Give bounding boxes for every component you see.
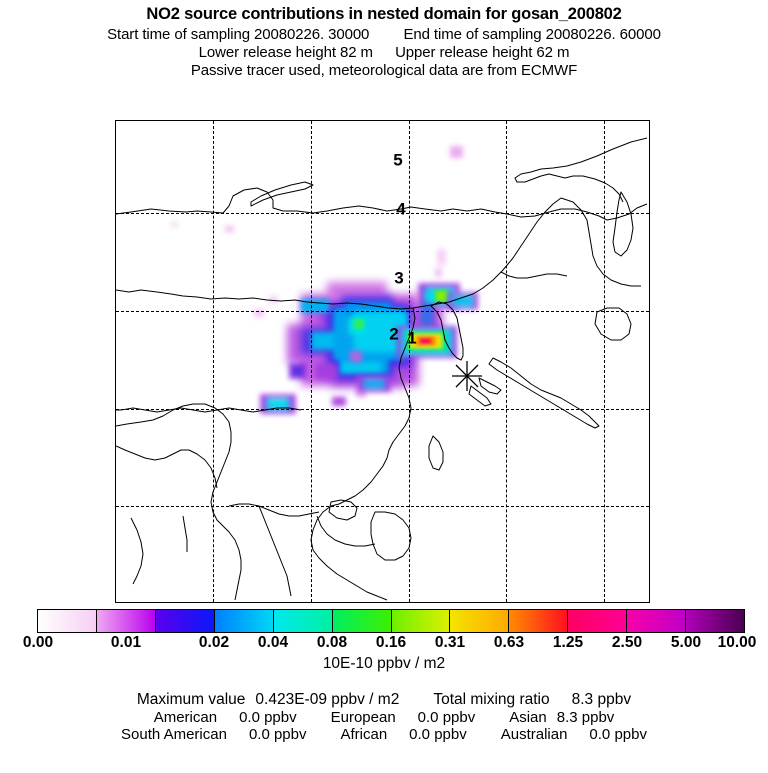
- lower-release-height-label: Lower release height 82 m: [198, 44, 373, 61]
- stats-row-max: Maximum value 0.423E-09 ppbv / m2 Total …: [0, 691, 768, 709]
- colorbar-segment: [686, 610, 745, 632]
- release-height-line: Lower release height 82 m Upper release …: [0, 44, 768, 61]
- region-label-african: African: [340, 726, 388, 743]
- gridline-vertical: [506, 121, 507, 602]
- gridline-horizontal: [116, 213, 649, 214]
- region-label-european: European: [330, 709, 396, 726]
- max-value: 0.423E-09 ppbv / m2: [255, 691, 400, 708]
- colorbar-segment: [568, 610, 628, 632]
- colorbar-tick: 0.01: [110, 634, 142, 651]
- colorbar-segment: [214, 610, 274, 632]
- trajectory-label-4: 4: [396, 199, 406, 219]
- total-mixing-ratio-value: 8.3 ppbv: [571, 691, 632, 708]
- receptor-marker-asterisk: [452, 361, 482, 391]
- coastline-overlay: [116, 137, 648, 601]
- gridline-vertical: [409, 121, 410, 602]
- colorbar-tick: 0.08: [316, 634, 348, 651]
- colorbar-tick: 2.50: [611, 634, 643, 651]
- trajectory-label-2: 2: [389, 324, 399, 344]
- colorbar-tick: 5.00: [670, 634, 702, 651]
- gridline-horizontal: [116, 311, 649, 312]
- start-time-label: Start time of sampling 20080226. 30000: [107, 26, 370, 43]
- colorbar-segment: [391, 610, 451, 632]
- page-title: NO2 source contributions in nested domai…: [146, 5, 622, 23]
- colorbar-tick: 10.00: [717, 634, 757, 651]
- max-value-label: Maximum value: [136, 691, 246, 708]
- colorbar-segment: [509, 610, 569, 632]
- stats-row-regions-2: South American 0.0 ppbv African 0.0 ppbv…: [0, 726, 768, 743]
- colorbar-segment: [38, 610, 97, 632]
- gridline-horizontal: [116, 506, 649, 507]
- colorbar-segment: [273, 610, 333, 632]
- trajectory-label-5: 5: [393, 150, 403, 170]
- gridline-vertical: [604, 121, 605, 602]
- region-value-european: 0.0 ppbv: [417, 709, 476, 726]
- region-value-south-american: 0.0 ppbv: [248, 726, 307, 743]
- upper-release-height-label: Upper release height 62 m: [395, 44, 570, 61]
- colorbar-tick: 0.00: [22, 634, 54, 651]
- region-label-asian: Asian: [509, 709, 547, 726]
- region-label-australian: Australian: [500, 726, 568, 743]
- end-time-label: End time of sampling 20080226. 60000: [403, 26, 661, 43]
- gridline-vertical: [213, 121, 214, 602]
- region-value-african: 0.0 ppbv: [409, 726, 467, 743]
- statistics-block: Maximum value 0.423E-09 ppbv / m2 Total …: [0, 691, 768, 743]
- concentration-field: [171, 146, 478, 414]
- region-value-asian: 8.3 ppbv: [556, 709, 615, 726]
- sampling-time-line: Start time of sampling 20080226. 30000 E…: [0, 26, 768, 43]
- colorbar: [37, 609, 745, 633]
- colorbar-segment: [155, 610, 215, 632]
- colorbar-tick: 0.63: [493, 634, 525, 651]
- colorbar-segment: [332, 610, 392, 632]
- trajectory-label-3: 3: [394, 268, 404, 288]
- map-clip: 5 4 3 2 1: [116, 121, 649, 602]
- colorbar-tick: 0.31: [434, 634, 466, 651]
- colorbar-tick: 0.04: [257, 634, 289, 651]
- colorbar-tick: 0.02: [198, 634, 230, 651]
- stats-row-regions-1: American 0.0 ppbv European 0.0 ppbv Asia…: [0, 709, 768, 726]
- colorbar-segment: [627, 610, 687, 632]
- colorbar-axis-label: 10E-10 ppbv / m2: [322, 655, 446, 672]
- gridline-vertical: [311, 121, 312, 602]
- trajectory-label-1: 1: [407, 328, 417, 348]
- colorbar-tick-labels: 0.00 0.01 0.02 0.04 0.08 0.16 0.31 0.63 …: [0, 634, 768, 654]
- colorbar-tick: 1.25: [552, 634, 584, 651]
- region-label-american: American: [153, 709, 218, 726]
- map-plot-area: 5 4 3 2 1: [115, 120, 650, 603]
- total-mixing-ratio-label: Total mixing ratio: [433, 691, 550, 708]
- region-value-australian: 0.0 ppbv: [589, 726, 647, 743]
- region-label-south-american: South American: [121, 726, 227, 743]
- region-value-american: 0.0 ppbv: [239, 709, 297, 726]
- header-block: NO2 source contributions in nested domai…: [0, 5, 768, 79]
- tracer-note: Passive tracer used, meteorological data…: [190, 62, 578, 79]
- colorbar-segment: [450, 610, 510, 632]
- colorbar-segment: [96, 610, 156, 632]
- colorbar-tick: 0.16: [375, 634, 407, 651]
- gridline-horizontal: [116, 409, 649, 410]
